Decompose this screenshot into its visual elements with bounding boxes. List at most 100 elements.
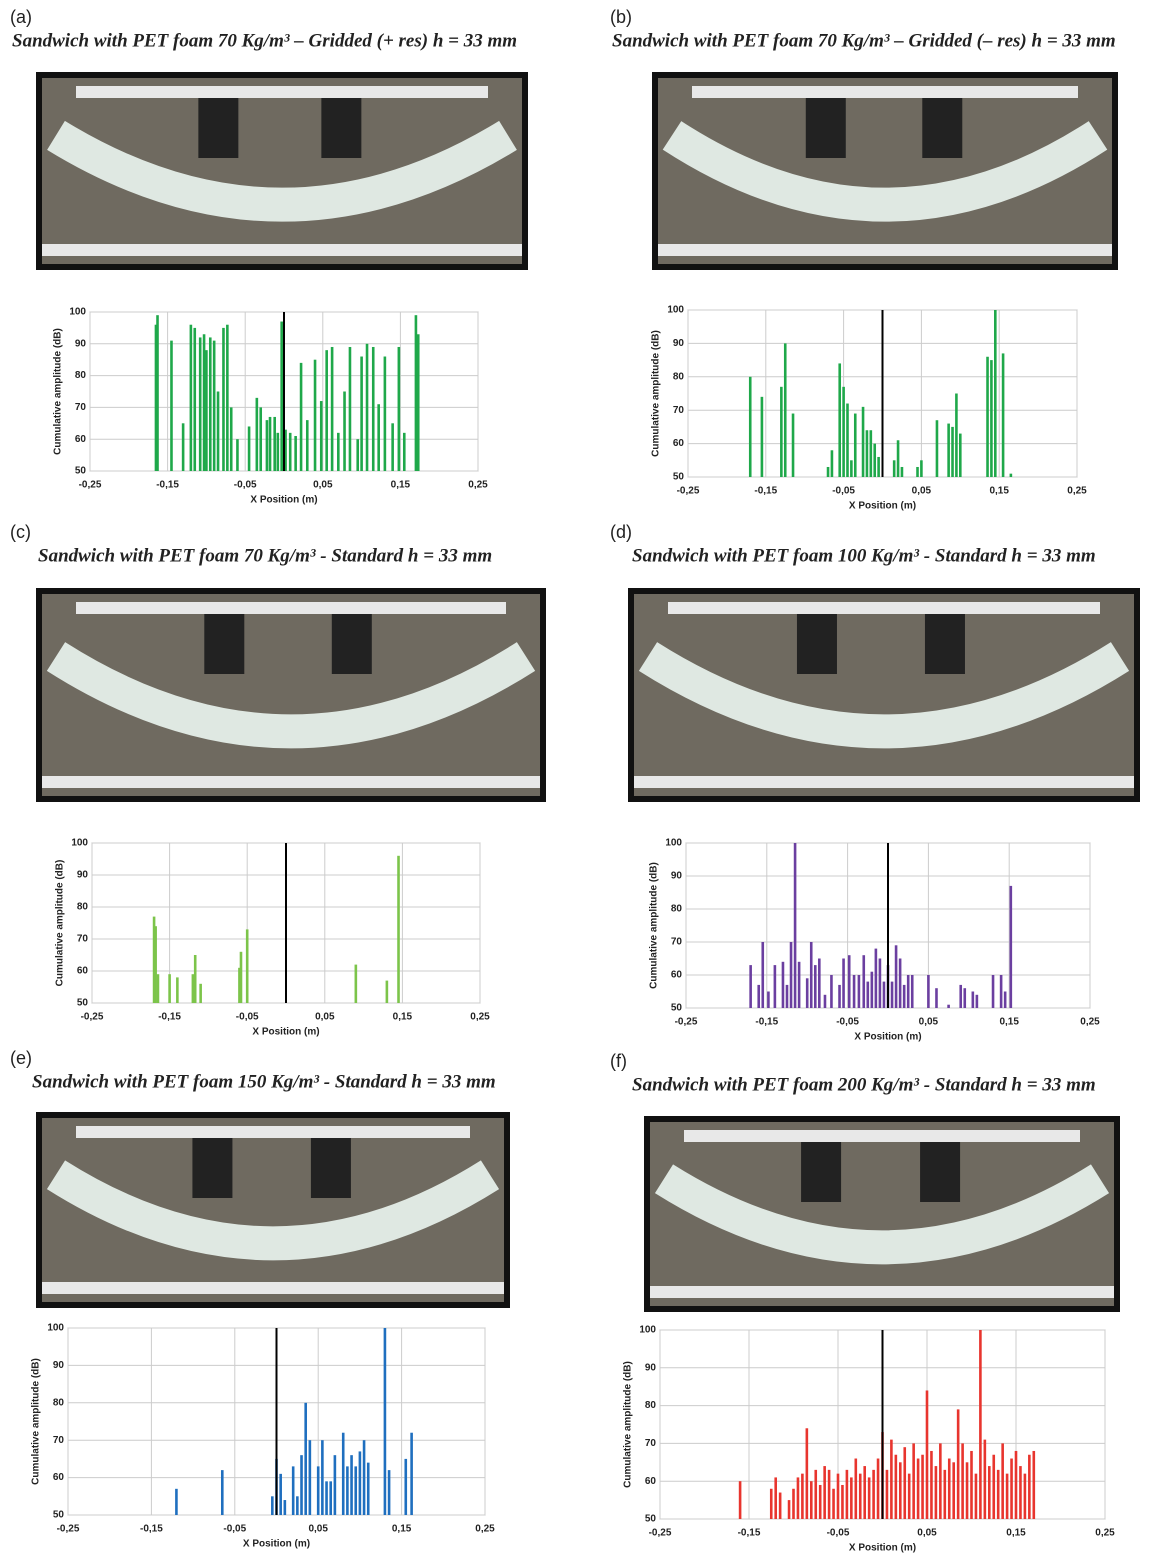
y-tick-label: 70	[75, 402, 87, 413]
bar	[265, 420, 269, 471]
bar	[305, 420, 309, 471]
bar	[343, 391, 346, 471]
bar	[947, 423, 950, 477]
bar	[268, 416, 272, 471]
bar	[805, 978, 809, 1008]
bar	[360, 356, 363, 471]
bar	[365, 343, 369, 471]
bar	[910, 975, 914, 1008]
x-axis-label: X Position (m)	[849, 1543, 916, 1554]
bar	[757, 984, 761, 1008]
bar	[767, 991, 770, 1008]
bar	[304, 1402, 307, 1515]
panel-label: (b)	[610, 7, 632, 27]
x-tick-label: 0,25	[1080, 1017, 1100, 1028]
x-tick-label: -0,25	[677, 486, 700, 497]
bar	[867, 1477, 871, 1519]
support	[198, 98, 239, 158]
x-tick-label: 0,25	[468, 480, 488, 491]
bar	[992, 1454, 996, 1519]
bar	[193, 955, 197, 1003]
chart-title: Sandwich with PET foam 150 Kg/m³ - Stand…	[32, 1071, 496, 1092]
bar	[354, 1466, 358, 1515]
bar	[999, 975, 1003, 1008]
ruler	[76, 1126, 470, 1138]
bar	[291, 1466, 295, 1515]
x-tick-label: -0,25	[81, 1012, 104, 1023]
x-tick-label: -0,25	[675, 1017, 698, 1028]
x-axis-label: X Position (m)	[854, 1032, 921, 1043]
bar	[870, 971, 874, 1008]
y-tick-label: 90	[53, 1360, 65, 1371]
bar	[956, 1409, 960, 1519]
bar	[259, 407, 263, 471]
x-tick-label: 0,15	[393, 1012, 413, 1023]
bar	[952, 1462, 955, 1519]
ruler	[684, 1130, 1080, 1142]
bar	[222, 327, 225, 471]
y-tick-label: 60	[671, 970, 683, 981]
bar	[801, 1473, 804, 1519]
bar	[175, 1488, 178, 1515]
bar	[996, 1469, 1000, 1519]
bar	[781, 961, 785, 1008]
bar	[193, 327, 197, 471]
bar	[838, 984, 841, 1008]
bar	[959, 433, 962, 477]
ruler	[634, 776, 1134, 788]
bar	[156, 315, 159, 471]
x-axis-label: X Position (m)	[849, 501, 916, 512]
bar	[168, 974, 171, 1003]
bar	[894, 945, 898, 1008]
bar	[226, 324, 229, 471]
x-tick-label: -0,25	[79, 480, 102, 491]
y-tick-label: 60	[77, 966, 89, 977]
bar	[346, 1466, 349, 1515]
bar	[1023, 1473, 1027, 1519]
bar	[181, 423, 185, 471]
x-tick-label: 0,25	[470, 1012, 490, 1023]
bar	[947, 1004, 950, 1008]
bar	[238, 967, 241, 1003]
bar	[778, 1492, 782, 1519]
y-tick-label: 50	[77, 998, 89, 1009]
bar	[330, 346, 334, 471]
bar	[329, 1481, 333, 1515]
x-tick-label: 0,25	[1095, 1528, 1115, 1539]
bar	[943, 1469, 947, 1519]
y-tick-label: 50	[53, 1510, 65, 1521]
bar	[354, 964, 358, 1003]
bar	[920, 460, 923, 477]
x-tick-label: -0,25	[649, 1528, 672, 1539]
bar	[792, 1488, 795, 1519]
bar	[951, 426, 954, 477]
x-tick-label: -0,05	[827, 1528, 850, 1539]
chart-title: Sandwich with PET foam 100 Kg/m³ - Stand…	[632, 545, 1096, 566]
y-tick-label: 90	[645, 1362, 657, 1373]
bar	[319, 401, 323, 471]
support	[922, 98, 963, 158]
panel-label: (a)	[10, 7, 32, 27]
ruler	[42, 776, 540, 788]
y-tick-label: 70	[673, 405, 685, 416]
y-tick-label: 70	[645, 1438, 657, 1449]
bar	[273, 416, 276, 471]
bar	[903, 1447, 907, 1519]
x-tick-label: -0,05	[832, 486, 855, 497]
bar	[959, 984, 963, 1008]
x-tick-label: -0,15	[158, 1012, 181, 1023]
bar	[877, 456, 880, 477]
bar	[885, 1469, 889, 1519]
bar	[869, 430, 873, 477]
support	[310, 1138, 351, 1198]
bar	[947, 1458, 951, 1519]
ruler	[668, 602, 1100, 614]
ruler	[658, 244, 1112, 256]
x-tick-label: 0,15	[391, 480, 411, 491]
bar	[847, 955, 851, 1008]
x-tick-label: -0,15	[754, 486, 777, 497]
y-tick-label: 90	[671, 871, 683, 882]
y-axis-label: Cumulative amplitude (dB)	[649, 862, 660, 989]
support	[801, 1142, 842, 1202]
bar	[874, 948, 878, 1008]
